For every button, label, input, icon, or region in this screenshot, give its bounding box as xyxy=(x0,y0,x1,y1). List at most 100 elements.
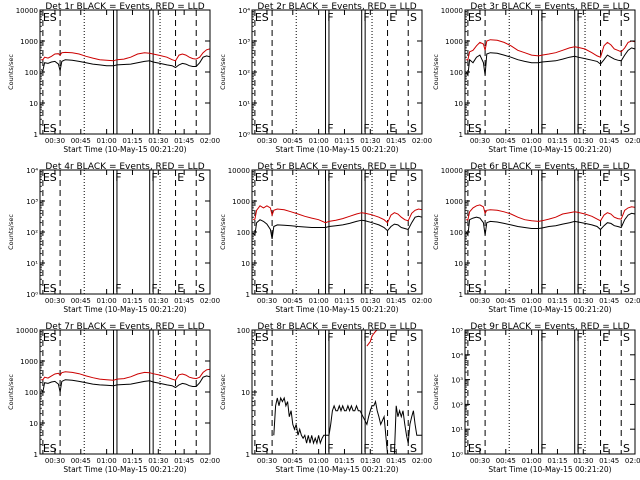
x-tick-label: 01:45 xyxy=(386,137,406,145)
y-tick-label: 10 xyxy=(241,389,250,397)
x-tick-label: 01:30 xyxy=(573,457,593,465)
x-axis-label: Start Time (10-May-15 00:21:20) xyxy=(488,465,611,474)
series-line xyxy=(465,212,636,237)
detector-panel: Det 4r BLACK = Events, RED = LLDEESSFFFF… xyxy=(7,162,220,314)
event-marker: F xyxy=(363,171,369,184)
y-axis: 1 10 100 1000 10000 Counts/sec xyxy=(432,7,635,139)
detector-panel: Det 3r BLACK = Events, RED = LLDEESSFFFF… xyxy=(432,2,640,154)
y-tick-label: 10000 xyxy=(16,7,38,15)
event-marker: E xyxy=(468,122,475,135)
event-marker: F xyxy=(576,122,582,135)
x-tick-label: 02:00 xyxy=(625,137,640,145)
y-axis: 1 10 100 1000 10000 Counts/sec xyxy=(219,167,422,299)
event-marker: E xyxy=(468,282,475,295)
event-marker: E xyxy=(602,282,609,295)
y-axis: 10⁰ 10¹ 10² 10³ 10⁴ Counts/sec xyxy=(219,7,422,139)
event-marker: E xyxy=(43,442,50,455)
event-marker: F xyxy=(327,122,333,135)
x-tick-label: 00:45 xyxy=(71,457,91,465)
x-tick-label: 01:00 xyxy=(522,297,542,305)
event-marker: S xyxy=(410,442,417,455)
event-lines xyxy=(42,330,197,454)
event-marker: S xyxy=(410,331,417,344)
event-marker: E xyxy=(468,442,475,455)
x-axis-label: Start Time (10-May-15 00:21:20) xyxy=(63,145,186,154)
x-tick-label: 01:45 xyxy=(174,137,194,145)
series-line xyxy=(466,39,636,61)
y-tick-label: 10000 xyxy=(441,167,463,175)
x-tick-label: 01:30 xyxy=(360,297,380,305)
x-tick-label: 00:45 xyxy=(496,297,516,305)
x-tick-label: 01:00 xyxy=(522,137,542,145)
event-lines xyxy=(42,170,197,294)
event-marker: F xyxy=(327,171,333,184)
y-axis-label: Counts/sec xyxy=(432,54,440,90)
x-tick-label: 00:30 xyxy=(470,297,490,305)
x-tick-label: 01:30 xyxy=(360,457,380,465)
x-tick-label: 01:15 xyxy=(334,137,354,145)
panel-title: Det 3r BLACK = Events, RED = LLD xyxy=(470,2,629,12)
x-tick-label: 01:30 xyxy=(148,457,168,465)
x-tick-label: 00:45 xyxy=(71,297,91,305)
event-marker: F xyxy=(151,282,157,295)
series-line xyxy=(41,48,211,62)
event-marker: S xyxy=(623,282,630,295)
event-marker: E xyxy=(602,11,609,24)
panel-title: Det 9r BLACK = Events, RED = LLD xyxy=(470,322,629,332)
x-axis: 00:30 00:45 01:00 01:15 01:30 01:45 02:00 Start… xyxy=(470,10,640,154)
event-lines xyxy=(254,330,409,454)
event-marker: S xyxy=(50,171,57,184)
plot-frame xyxy=(39,329,211,455)
y-tick-label: 100 xyxy=(25,69,38,77)
y-tick-label: 1000 xyxy=(20,38,38,46)
x-axis: 00:30 00:45 01:00 01:15 01:30 01:45 02:00 Start… xyxy=(257,10,432,154)
series-line xyxy=(273,396,422,455)
x-axis: 00:30 00:45 01:00 01:15 01:30 01:45 02:00 Start… xyxy=(257,330,432,474)
y-tick-label: 10² xyxy=(238,69,250,77)
y-tick-label: 10⁰ xyxy=(26,291,38,299)
y-tick-label: 1000 xyxy=(445,198,463,206)
event-marker: F xyxy=(540,11,546,24)
y-axis-label: Counts/sec xyxy=(432,214,440,250)
y-axis: 10⁰ 10¹ 10² 10³ 10⁴ 10⁵ Counts/sec xyxy=(432,327,635,459)
panel-title: Det 2r BLACK = Events, RED = LLD xyxy=(257,2,416,12)
x-tick-label: 02:00 xyxy=(412,457,432,465)
plot-frame xyxy=(251,329,423,455)
x-tick-label: 01:45 xyxy=(174,457,194,465)
event-lines xyxy=(42,10,197,134)
plot-frame xyxy=(251,9,423,135)
event-marker: F xyxy=(540,171,546,184)
plot-frame xyxy=(464,9,636,135)
x-tick-label: 01:15 xyxy=(547,137,567,145)
event-marker: E xyxy=(389,11,396,24)
y-tick-label: 100 xyxy=(450,69,463,77)
panel-title: Det 6r BLACK = Events, RED = LLD xyxy=(470,162,629,172)
event-marker: S xyxy=(475,171,482,184)
event-marker: S xyxy=(262,442,269,455)
y-tick-label: 10¹ xyxy=(26,260,38,268)
x-tick-label: 00:30 xyxy=(470,137,490,145)
event-marker: F xyxy=(540,122,546,135)
y-axis: 1 10 100 1000 10000 Counts/sec xyxy=(7,327,210,459)
event-marker: S xyxy=(198,282,205,295)
y-tick-label: 10² xyxy=(26,229,38,237)
y-tick-label: 100 xyxy=(237,229,250,237)
event-marker: E xyxy=(468,11,475,24)
x-tick-label: 00:30 xyxy=(257,297,277,305)
y-tick-label: 10³ xyxy=(451,377,463,385)
x-tick-label: 00:30 xyxy=(257,457,277,465)
event-marker: F xyxy=(151,171,157,184)
y-axis: 10⁰ 10¹ 10² 10³ 10⁴ Counts/sec xyxy=(7,167,210,299)
event-marker: S xyxy=(198,171,205,184)
event-marker: F xyxy=(363,11,369,24)
series-line xyxy=(466,204,636,222)
x-tick-label: 01:45 xyxy=(174,297,194,305)
panel-title: Det 4r BLACK = Events, RED = LLD xyxy=(45,162,204,172)
event-marker: E xyxy=(255,331,262,344)
plot-frame xyxy=(464,329,636,455)
y-axis-label: Counts/sec xyxy=(219,214,227,250)
y-axis-label: Counts/sec xyxy=(7,214,15,250)
y-tick-label: 1000 xyxy=(232,198,250,206)
x-tick-label: 00:45 xyxy=(283,457,303,465)
event-marker: E xyxy=(43,331,50,344)
